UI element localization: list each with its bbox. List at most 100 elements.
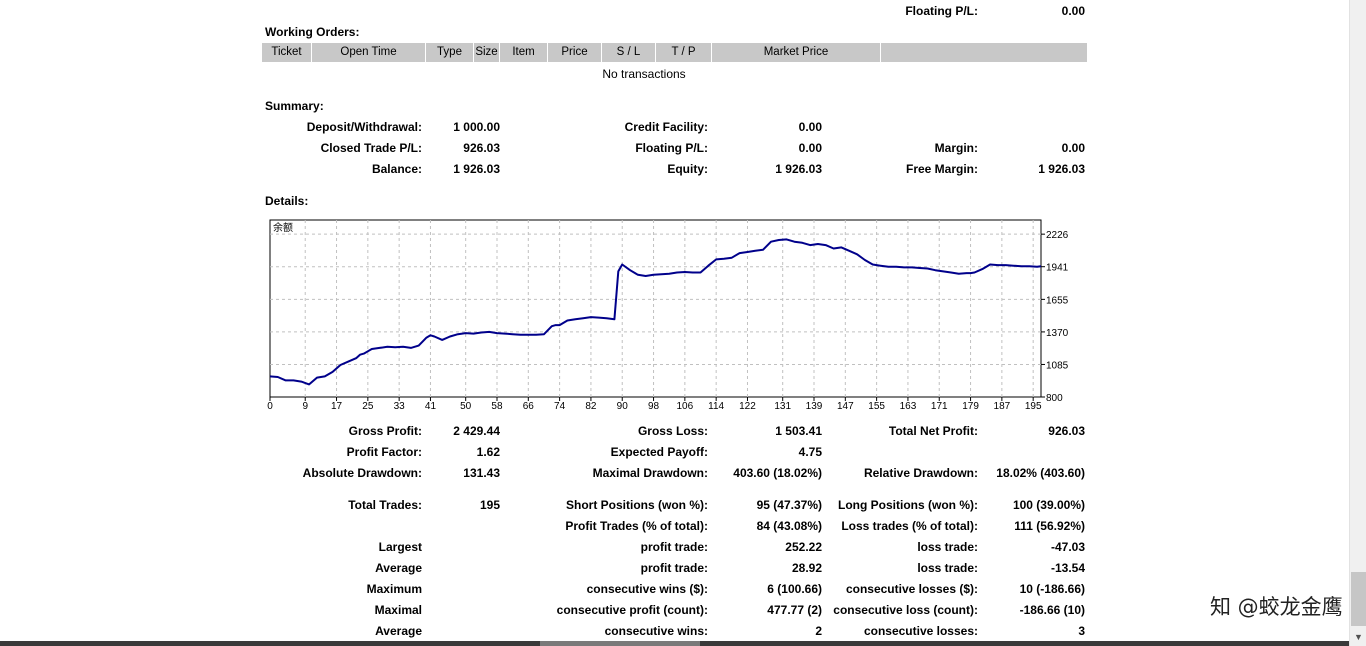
chart-x-tick-label: 139 [806,401,823,412]
chart-x-tick-label: 171 [931,401,948,412]
stat-label: Maximal [374,603,422,617]
chart-x-tick-label: 90 [617,401,629,412]
summary-value: 0.00 [798,120,822,134]
working-orders-title: Working Orders: [265,25,360,39]
stat-value: -13.54 [1050,561,1085,575]
summary-value: 1 000.00 [453,120,500,134]
summary-value: 1 926.03 [453,162,500,176]
stat-label: consecutive loss (count): [833,603,978,617]
stat-value: 477.77 (2) [767,603,822,617]
stat-value: 95 (47.37%) [756,498,822,512]
column-header: Type [426,43,474,62]
top-floating-pl-label: Floating P/L: [905,4,978,18]
chart-y-tick-label: 2226 [1046,230,1069,241]
stat-label: Average [375,624,422,638]
stat-label: consecutive losses ($): [845,582,978,596]
stat-value: 4.75 [798,445,822,459]
column-header: Price [548,43,602,62]
stat-label: Profit Factor: [346,445,422,459]
column-header: Item [500,43,548,62]
scroll-down-arrow-icon[interactable]: ▼ [1354,632,1363,642]
summary-value: 0.00 [798,141,822,155]
stat-value: 1 503.41 [775,424,822,438]
column-header: T / P [656,43,712,62]
column-header: S / L [602,43,656,62]
stat-label: Gross Loss: [637,424,708,438]
chart-x-tick-label: 82 [585,401,597,412]
chart-y-tick-label: 1655 [1046,295,1069,306]
stat-label: Relative Drawdown: [863,466,978,480]
chart-plot-frame [269,219,1042,398]
stat-label: Expected Payoff: [610,445,708,459]
scrollbar-thumb[interactable] [1351,572,1366,626]
stat-label: loss trade: [917,561,978,575]
chart-y-tick-label: 1370 [1046,328,1069,339]
chart-x-tick-label: 155 [868,401,885,412]
stat-value: 2 429.44 [453,424,500,438]
chart-x-tick-label: 147 [837,401,854,412]
bottom-bar [0,641,1349,646]
stat-value: -47.03 [1050,540,1085,554]
chart-x-tick-label: 187 [994,401,1011,412]
top-floating-pl-value: 0.00 [1061,4,1085,18]
stat-value: 28.92 [791,561,822,575]
chart-x-tick-label: 50 [460,401,472,412]
chart-x-tick-label: 33 [394,401,406,412]
stat-value: 252.22 [785,540,822,554]
chart-x-tick-label: 0 [267,401,273,412]
chart-x-tick-label: 114 [708,401,724,412]
chart-x-tick-label: 66 [523,401,535,412]
chart-title: 余额 [273,221,293,234]
stat-label: consecutive profit (count): [556,603,708,617]
stat-value: 10 (-186.66) [1019,582,1085,596]
stat-value: 3 [1078,624,1085,638]
chart-x-tick-label: 122 [739,401,756,412]
stat-value: 111 (56.92%) [1014,519,1085,533]
stat-label: Total Trades: [348,498,422,512]
vertical-scrollbar[interactable]: ▼ [1349,0,1366,646]
stat-label: Short Positions (won %): [566,498,708,512]
column-header: Open Time [312,43,426,62]
stat-label: profit trade: [640,540,708,554]
summary-label: Credit Facility: [624,120,708,134]
stat-label: consecutive losses: [863,624,978,638]
summary-title: Summary: [265,99,324,113]
stat-value: 1.62 [476,445,500,459]
stat-label: Maximum [366,582,422,596]
chart-y-tick-label: 1941 [1046,263,1069,274]
summary-value: 926.03 [463,141,500,155]
stat-value: 6 (100.66) [767,582,822,596]
stat-label: Maximal Drawdown: [592,466,708,480]
stat-label: consecutive wins: [604,624,708,638]
stat-label: Loss trades (% of total): [841,519,978,533]
stat-value: 84 (43.08%) [756,519,822,533]
balance-chart-svg: 2226 1941 1655 1370 1085 800 0 9 17 25 33 41 50 58 66 7… [267,219,1069,412]
chart-x-tick-label: 41 [425,401,437,412]
chart-y-tick-label: 1085 [1046,360,1069,371]
summary-label: Free Margin: [905,162,978,176]
chart-x-tick-label: 131 [774,401,791,412]
stat-value: 100 (39.00%) [1012,498,1085,512]
stat-value: 926.03 [1048,424,1085,438]
chart-x-tick-label: 25 [362,401,374,412]
stat-value: 18.02% (403.60) [996,466,1085,480]
chart-x-tick-label: 9 [302,401,308,412]
chart-x-tick-label: 195 [1025,401,1042,412]
bottom-bar-segment [540,641,700,646]
summary-label: Equity: [667,162,708,176]
chart-y-tick-label: 800 [1046,393,1063,404]
chart-x-tick-label: 74 [554,401,566,412]
balance-chart: 2226 1941 1655 1370 1085 800 0 9 17 25 33 41 50 58 66 7… [267,218,1069,413]
column-header [881,43,1088,62]
summary-value: 0.00 [1061,141,1085,155]
details-title: Details: [265,194,309,208]
summary-label: Closed Trade P/L: [320,141,422,155]
stat-label: Total Net Profit: [888,424,978,438]
stat-label: Largest [378,540,422,554]
summary-value: 1 926.03 [1038,162,1085,176]
column-header: Ticket [262,43,312,62]
stat-label: Long Positions (won %): [838,498,978,512]
summary-label: Floating P/L: [635,141,708,155]
stat-label: profit trade: [640,561,708,575]
